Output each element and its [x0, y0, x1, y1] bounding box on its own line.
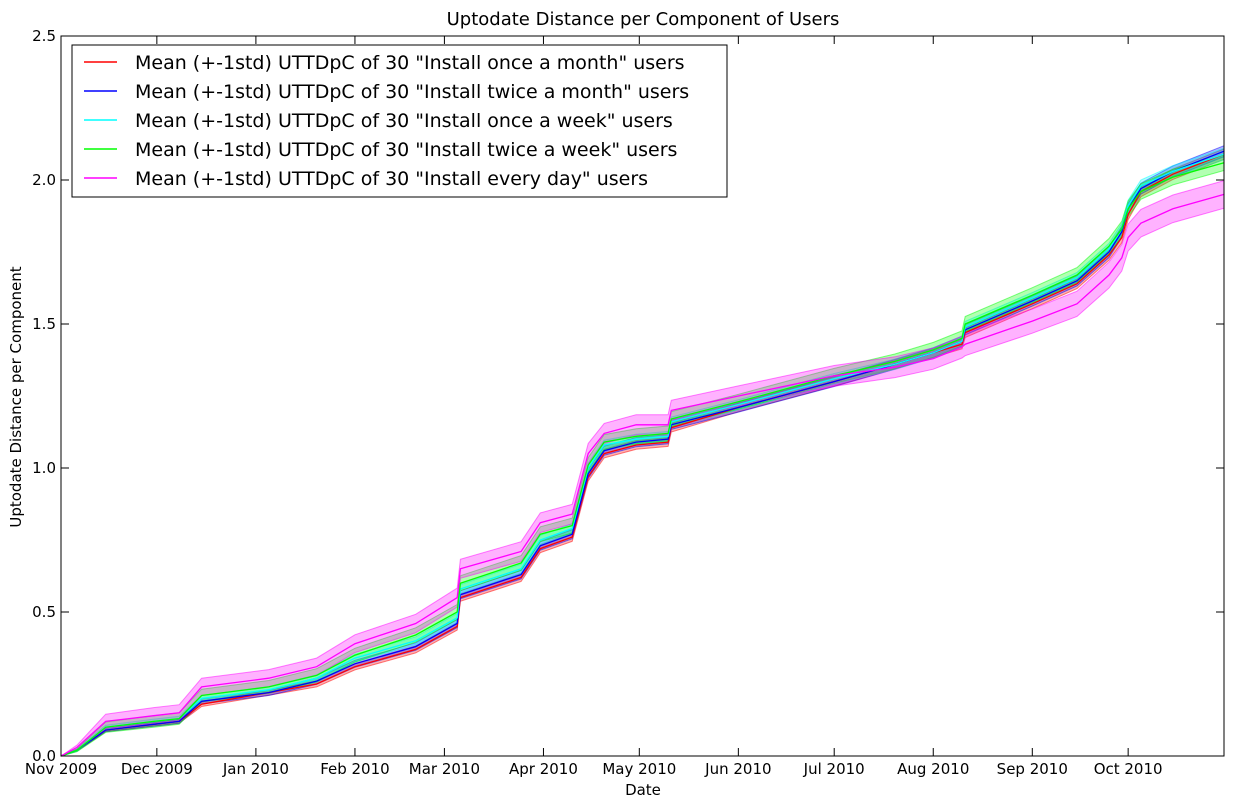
x-tick-label: Mar 2010 — [409, 760, 480, 778]
y-tick-label: 2.0 — [32, 171, 56, 189]
x-tick-label: Dec 2009 — [121, 760, 193, 778]
x-tick-label: Aug 2010 — [897, 760, 969, 778]
legend-label: Mean (+-1std) UTTDpC of 30 "Install once… — [135, 52, 685, 74]
series-lines — [60, 150, 1225, 757]
series-line-0 — [60, 153, 1225, 757]
legend-label: Mean (+-1std) UTTDpC of 30 "Install once… — [135, 110, 673, 132]
plot-frame — [60, 35, 1225, 757]
series-line-1 — [60, 150, 1225, 757]
std-band-3 — [60, 154, 1225, 757]
y-tick-label: 1.5 — [32, 315, 56, 333]
std-band-1 — [60, 144, 1225, 757]
x-tick-label: Jun 2010 — [704, 760, 771, 778]
legend-label: Mean (+-1std) UTTDpC of 30 "Install twic… — [135, 81, 689, 103]
x-tick-label: Jul 2010 — [803, 760, 865, 778]
legend-box — [71, 44, 728, 198]
legend-label: Mean (+-1std) UTTDpC of 30 "Install twic… — [135, 139, 677, 161]
y-tick-label: 1.0 — [32, 459, 56, 477]
series-line-3 — [60, 162, 1225, 757]
std-bands — [60, 144, 1225, 757]
x-tick-label: Jan 2010 — [222, 760, 289, 778]
series-line-2 — [60, 153, 1225, 757]
std-band-4 — [60, 179, 1225, 757]
y-axis-title: Uptodate Distance per Component — [7, 266, 25, 527]
x-tick-label: Oct 2010 — [1094, 760, 1163, 778]
x-tick-label: May 2010 — [602, 760, 676, 778]
x-tick-label: Feb 2010 — [320, 760, 390, 778]
y-axis: 0.0 0.5 1.0 1.5 2.0 2.5 — [32, 27, 1224, 765]
chart-title: Uptodate Distance per Component of Users — [447, 9, 840, 30]
std-band-0 — [60, 148, 1225, 757]
x-tick-label: Sep 2010 — [997, 760, 1068, 778]
y-tick-label: 2.5 — [32, 27, 56, 45]
x-tick-label: Nov 2009 — [25, 760, 97, 778]
y-tick-label: 0.5 — [32, 603, 56, 621]
x-axis-title: Date — [625, 781, 661, 799]
series-line-4 — [60, 193, 1225, 757]
x-tick-label: Apr 2010 — [509, 760, 578, 778]
y-tick-label: 0.0 — [32, 747, 56, 765]
x-axis: Nov 2009 Dec 2009 Jan 2010 Feb 2010 Mar 2010… — [25, 36, 1163, 778]
legend-label: Mean (+-1std) UTTDpC of 30 "Install ever… — [135, 168, 648, 190]
legend: Mean (+-1std) UTTDpC of 30 "Install once… — [71, 44, 728, 198]
std-band-2 — [60, 147, 1225, 757]
